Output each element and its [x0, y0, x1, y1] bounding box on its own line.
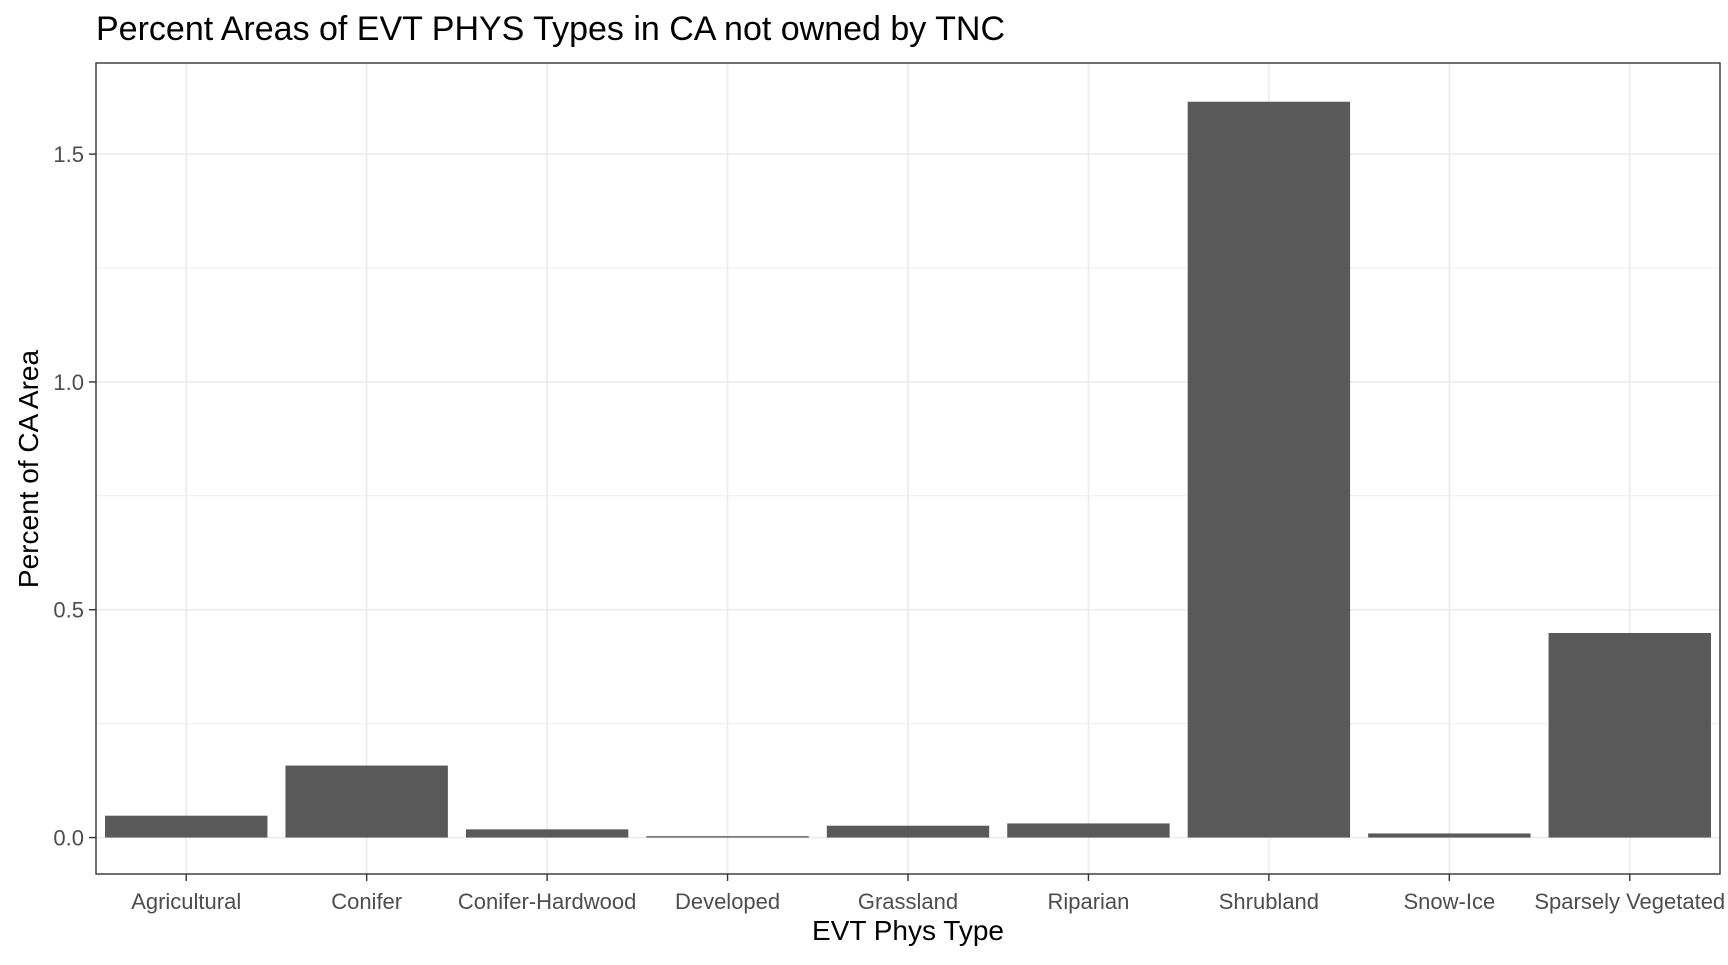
- x-tick-label: Agricultural: [131, 889, 241, 914]
- bar-grassland: [826, 825, 990, 838]
- x-tick-label: Shrubland: [1219, 889, 1319, 914]
- bar-shrubland: [1187, 101, 1351, 838]
- x-tick-label: Sparsely Vegetated: [1534, 889, 1725, 914]
- bar-snow-ice: [1368, 833, 1531, 838]
- x-tick-label: Grassland: [858, 889, 958, 914]
- x-tick-label: Conifer: [331, 889, 402, 914]
- bar-conifer: [285, 765, 448, 838]
- x-tick-label: Developed: [675, 889, 780, 914]
- x-axis: Agricultural Conifer Conifer-Hardwood Devel…: [131, 874, 1725, 914]
- y-tick-label: 0.0: [53, 826, 84, 851]
- chart-title: Percent Areas of EVT PHYS Types in CA no…: [96, 10, 1005, 48]
- y-axis: 0.0 0.5 1.0 1.5: [53, 142, 96, 851]
- x-tick-label: Conifer-Hardwood: [458, 889, 637, 914]
- bar-sparsely-vegetated: [1548, 632, 1711, 838]
- y-tick-label: 1.5: [53, 142, 84, 167]
- bar-agricultural: [105, 815, 268, 838]
- y-tick-label: 1.0: [53, 370, 84, 395]
- bar-developed: [646, 836, 809, 838]
- x-tick-label: Snow-Ice: [1403, 889, 1495, 914]
- bar-riparian: [1007, 823, 1170, 838]
- bar-conifer-hardwood: [465, 829, 629, 838]
- y-axis-label: Percent of CA Area: [13, 350, 44, 589]
- grid-lines: [96, 63, 1720, 874]
- bars: [105, 101, 1711, 838]
- x-axis-label: EVT Phys Type: [812, 915, 1004, 946]
- y-tick-label: 0.5: [53, 598, 84, 623]
- x-tick-label: Riparian: [1047, 889, 1129, 914]
